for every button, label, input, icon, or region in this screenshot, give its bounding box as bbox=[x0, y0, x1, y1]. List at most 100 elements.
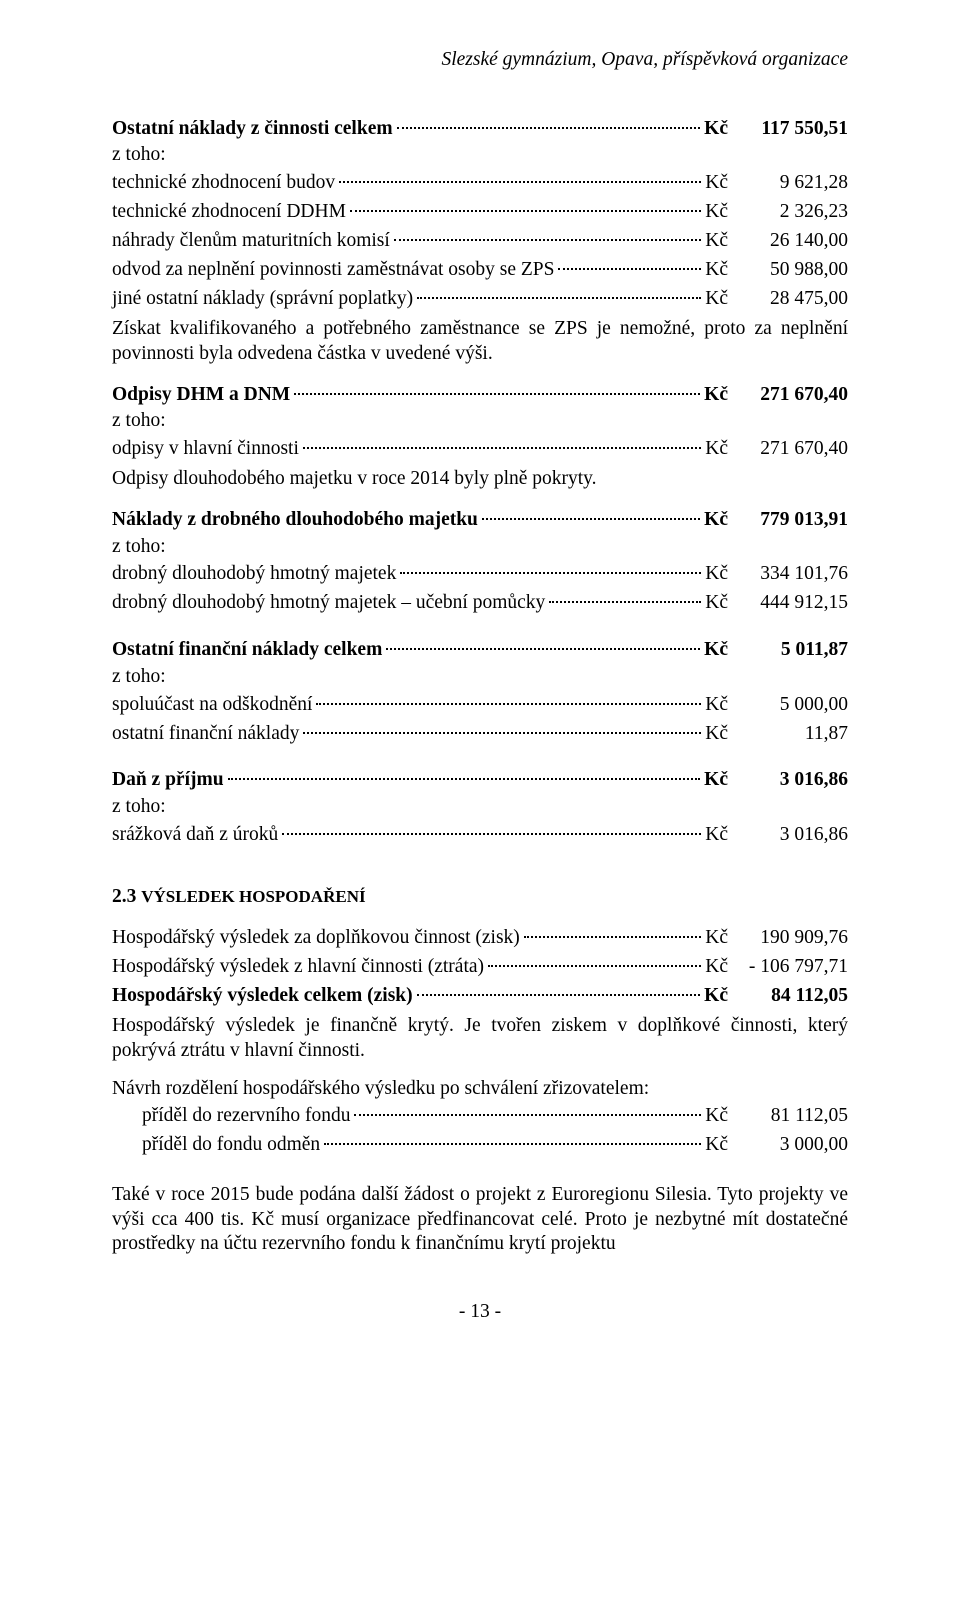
dots bbox=[339, 164, 701, 184]
line-label: technické zhodnocení budov bbox=[112, 171, 335, 195]
line-amount: 190 909,76 bbox=[736, 926, 848, 950]
spacer bbox=[112, 1159, 848, 1177]
line-amount: 11,87 bbox=[736, 722, 848, 746]
line-row: drobný dlouhodobý hmotný majetek Kč334 10… bbox=[112, 560, 848, 587]
sec3-title-row: Náklady z drobného dlouhodobého majetku … bbox=[112, 506, 848, 533]
sec3-title-label: Náklady z drobného dlouhodobého majetku bbox=[112, 508, 478, 532]
line-row: technické zhodnocení budov Kč9 621,28 bbox=[112, 169, 848, 196]
currency: Kč bbox=[705, 229, 736, 253]
sec1-title-amount: 117 550,51 bbox=[736, 117, 848, 141]
sec4-title-amount: 5 011,87 bbox=[736, 638, 848, 662]
line-label: příděl do rezervního fondu bbox=[142, 1104, 350, 1128]
line-label: ostatní finanční náklady bbox=[112, 722, 299, 746]
dots bbox=[524, 919, 701, 939]
page-number: - 13 - bbox=[112, 1300, 848, 1324]
line-amount: 271 670,40 bbox=[736, 437, 848, 461]
sec2-para: Odpisy dlouhodobého majetku v roce 2014 … bbox=[112, 467, 848, 491]
dots bbox=[400, 555, 701, 575]
result-section-num: 2.3 bbox=[112, 886, 141, 907]
sec2-title-amount: 271 670,40 bbox=[736, 383, 848, 407]
line-row: srážková daň z úroků Kč3 016,86 bbox=[112, 820, 848, 847]
sec1-title-label: Ostatní náklady z činnosti celkem bbox=[112, 117, 393, 141]
currency: Kč bbox=[705, 1133, 736, 1157]
line-label: náhrady členům maturitních komisí bbox=[112, 229, 390, 253]
dots bbox=[549, 584, 701, 604]
sec5-title-label: Daň z příjmu bbox=[112, 768, 224, 792]
line-label: Hospodářský výsledek celkem (zisk) bbox=[112, 984, 413, 1008]
currency: Kč bbox=[704, 638, 736, 662]
line-row: Hospodářský výsledek za doplňkovou činno… bbox=[112, 924, 848, 951]
line-label: jiné ostatní náklady (správní poplatky) bbox=[112, 287, 413, 311]
line-row: odpisy v hlavní činnosti Kč271 670,40 bbox=[112, 434, 848, 461]
dots bbox=[228, 761, 701, 781]
line-row: náhrady členům maturitních komisí Kč26 14… bbox=[112, 227, 848, 254]
line-label: spoluúčast na odškodnění bbox=[112, 693, 312, 717]
line-label: Hospodářský výsledek za doplňkovou činno… bbox=[112, 926, 520, 950]
result-section-heading: 2.3 Výsledek hospodaření bbox=[112, 885, 848, 909]
currency: Kč bbox=[705, 562, 736, 586]
line-amount: 2 326,23 bbox=[736, 200, 848, 224]
currency: Kč bbox=[704, 383, 736, 407]
sec4-title-row: Ostatní finanční náklady celkem Kč 5 011… bbox=[112, 636, 848, 663]
sec4-title-label: Ostatní finanční náklady celkem bbox=[112, 638, 382, 662]
dots bbox=[482, 501, 700, 521]
currency: Kč bbox=[705, 823, 736, 847]
dots bbox=[397, 109, 701, 129]
line-amount: 444 912,15 bbox=[736, 591, 848, 615]
currency: Kč bbox=[704, 984, 736, 1008]
line-amount: 81 112,05 bbox=[736, 1104, 848, 1128]
sec5-title-amount: 3 016,86 bbox=[736, 768, 848, 792]
currency: Kč bbox=[705, 1104, 736, 1128]
dots bbox=[558, 250, 701, 270]
dots bbox=[354, 1096, 701, 1116]
currency: Kč bbox=[705, 722, 736, 746]
line-row: příděl do fondu odměnKč3 000,00 bbox=[112, 1130, 848, 1157]
currency: Kč bbox=[704, 117, 736, 141]
line-label: příděl do fondu odměn bbox=[142, 1133, 320, 1157]
line-row: jiné ostatní náklady (správní poplatky) K… bbox=[112, 284, 848, 311]
sec1-title-row: Ostatní náklady z činnosti celkem Kč 117… bbox=[112, 114, 848, 141]
line-amount: - 106 797,71 bbox=[736, 955, 848, 979]
currency: Kč bbox=[705, 258, 736, 282]
currency: Kč bbox=[704, 508, 736, 532]
line-amount: 26 140,00 bbox=[736, 229, 848, 253]
dots bbox=[417, 976, 701, 996]
line-label: drobný dlouhodobý hmotný majetek bbox=[112, 562, 396, 586]
currency: Kč bbox=[705, 437, 736, 461]
dots bbox=[294, 375, 700, 395]
spacer bbox=[112, 849, 848, 879]
sec5-title-row: Daň z příjmu Kč 3 016,86 bbox=[112, 766, 848, 793]
line-row: technické zhodnocení DDHM Kč2 326,23 bbox=[112, 198, 848, 225]
line-row: odvod za neplnění povinnosti zaměstnávat… bbox=[112, 255, 848, 282]
line-amount: 3 016,86 bbox=[736, 823, 848, 847]
currency: Kč bbox=[705, 200, 736, 224]
dots bbox=[324, 1125, 701, 1145]
document-page: Slezské gymnázium, Opava, příspěvková or… bbox=[0, 0, 960, 1620]
line-amount: 9 621,28 bbox=[736, 171, 848, 195]
line-row: příděl do rezervního fondu Kč81 112,05 bbox=[112, 1101, 848, 1128]
dots bbox=[350, 193, 701, 213]
line-label: odpisy v hlavní činnosti bbox=[112, 437, 299, 461]
dots bbox=[303, 714, 701, 734]
currency: Kč bbox=[705, 955, 736, 979]
line-label: srážková daň z úroků bbox=[112, 823, 278, 847]
currency: Kč bbox=[705, 171, 736, 195]
line-row: spoluúčast na odškodněníKč5 000,00 bbox=[112, 690, 848, 717]
sec2-title-row: Odpisy DHM a DNM Kč 271 670,40 bbox=[112, 380, 848, 407]
currency: Kč bbox=[704, 768, 736, 792]
sec3-title-amount: 779 013,91 bbox=[736, 508, 848, 532]
line-row: drobný dlouhodobý hmotný majetek – učebn… bbox=[112, 589, 848, 616]
line-label: drobný dlouhodobý hmotný majetek – učebn… bbox=[112, 591, 545, 615]
sec1-para: Získat kvalifikovaného a potřebného zamě… bbox=[112, 317, 848, 366]
dots bbox=[282, 815, 701, 835]
currency: Kč bbox=[705, 693, 736, 717]
line-amount: 334 101,76 bbox=[736, 562, 848, 586]
currency: Kč bbox=[705, 287, 736, 311]
dots bbox=[488, 947, 701, 967]
line-row: Hospodářský výsledek z hlavní činnosti (… bbox=[112, 952, 848, 979]
line-row: Hospodářský výsledek celkem (zisk)Kč84 1… bbox=[112, 981, 848, 1008]
currency: Kč bbox=[705, 926, 736, 950]
dots bbox=[386, 631, 700, 651]
line-label: technické zhodnocení DDHM bbox=[112, 200, 346, 224]
line-row: ostatní finanční náklady Kč11,87 bbox=[112, 719, 848, 746]
